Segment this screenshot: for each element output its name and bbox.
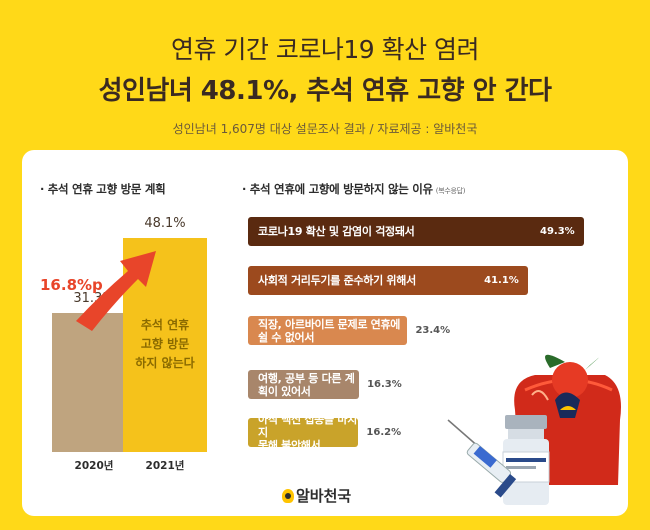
bar-value-label: 48.1% xyxy=(144,216,186,231)
vaccine-vial-icon xyxy=(502,415,550,505)
right-chart-title: · 추석 연휴에 고향에 방문하지 않는 이유 (복수응답) xyxy=(242,181,466,197)
reason-label: 아직 백신 접종을 마치지 못해 불안해서 xyxy=(258,413,357,452)
reason-label: 사회적 거리두기를 준수하기 위해서 xyxy=(258,274,416,287)
right-chart-title-text: · 추석 연휴에 고향에 방문하지 않는 이유 xyxy=(242,182,433,196)
reason-bar: 여행, 공부 등 다른 계획이 있어서 xyxy=(248,370,360,399)
alba-logo-icon xyxy=(282,488,294,503)
vaccine-and-gift-illustration xyxy=(447,354,621,505)
bar-2020 xyxy=(52,312,136,452)
left-chart-title: · 추석 연휴 고향 방문 계획 xyxy=(40,182,166,196)
reason-value-label: 23.4% xyxy=(415,325,451,336)
reason-bar: 코로나19 확산 및 감염이 걱정돼서 xyxy=(248,217,584,246)
change-annotation: 16.8%p xyxy=(40,276,103,294)
reason-bar: 아직 백신 접종을 마치지 못해 불안해서 xyxy=(248,413,359,452)
syringe-icon xyxy=(447,419,517,498)
survey-source: 성인남녀 1,607명 대상 설문조사 결과 / 자료제공 : 알바천국 xyxy=(172,122,478,136)
x-tick-label: 2020년 xyxy=(74,460,114,472)
reason-value-label: 49.3% xyxy=(540,226,575,237)
reason-value-label: 41.1% xyxy=(484,275,519,286)
reason-label: 여행, 공부 등 다른 계획이 있어서 xyxy=(258,371,355,398)
multiple-response-note: (복수응답) xyxy=(435,187,466,195)
reason-value-label: 16.3% xyxy=(367,379,402,390)
reason-label: 직장, 아르바이트 문제로 연휴에 쉴 수 없어서 xyxy=(258,317,401,344)
brand-logo: 알바천국 xyxy=(282,485,351,506)
reason-value-label: 16.2% xyxy=(366,427,402,438)
reason-bar: 직장, 아르바이트 문제로 연휴에 쉴 수 없어서 xyxy=(248,316,408,345)
series-label: 추석 연휴 고향 방문 하지 않는다 xyxy=(135,318,195,370)
headline-line2: 성인남녀 48.1%, 추석 연휴 고향 안 간다 xyxy=(98,76,552,106)
reason-bar: 사회적 거리두기를 준수하기 위해서 xyxy=(248,266,529,295)
reason-label: 코로나19 확산 및 감염이 걱정돼서 xyxy=(258,225,415,238)
brand-logo-text: 알바천국 xyxy=(296,487,352,505)
x-tick-label: 2021년 xyxy=(145,460,185,472)
headline-line1: 연휴 기간 코로나19 확산 염려 xyxy=(170,35,480,64)
increase-arrow-icon xyxy=(76,251,156,331)
